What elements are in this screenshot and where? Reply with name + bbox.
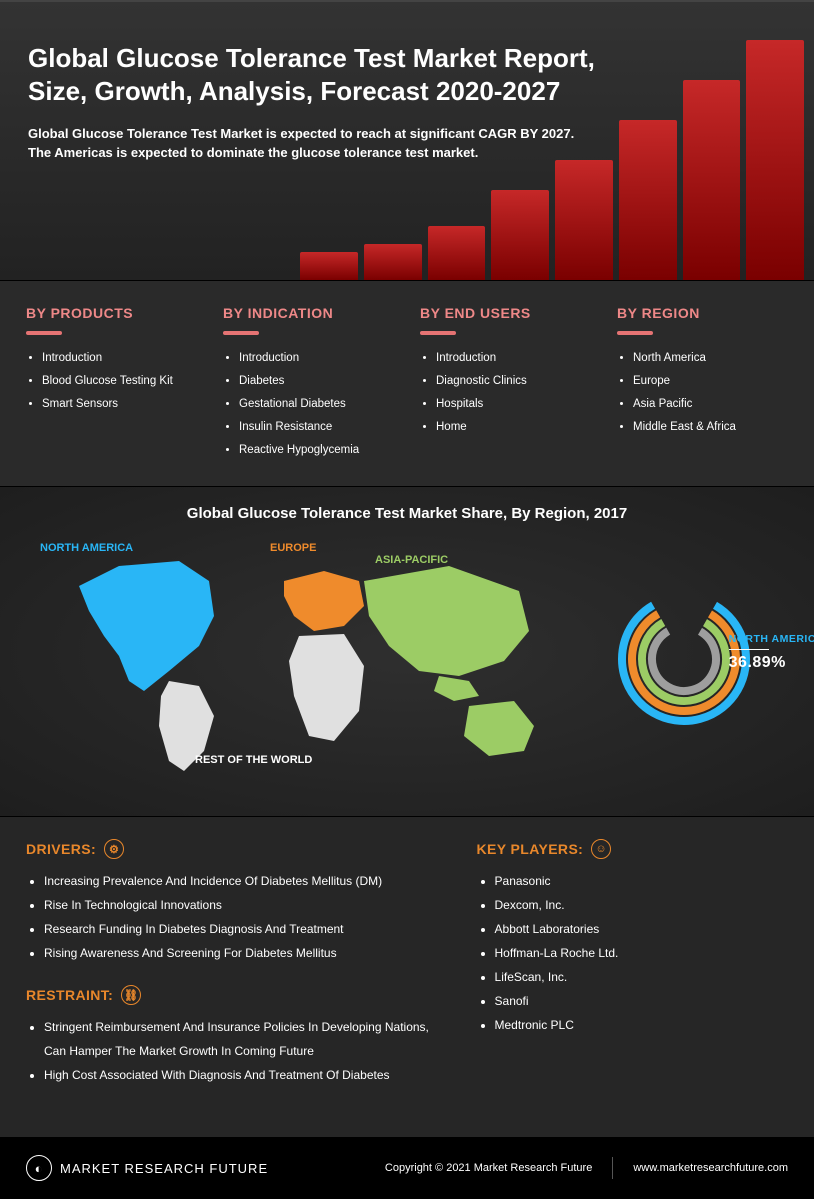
region-australia: [464, 701, 534, 756]
segment-item: Introduction: [436, 347, 591, 370]
infographic-root: Global Glucose Tolerance Test Market Rep…: [0, 0, 814, 1199]
segment-list: North AmericaEuropeAsia PacificMiddle Ea…: [617, 347, 788, 439]
link-icon: ⛓: [121, 985, 141, 1005]
keyplayers-heading: KEY PLAYERS:☺: [477, 839, 788, 859]
driver-item: Increasing Prevalence And Incidence Of D…: [44, 869, 447, 893]
segment-item: Diagnostic Clinics: [436, 370, 591, 393]
keyplayer-item: Dexcom, Inc.: [495, 893, 788, 917]
segmentation-section: BY PRODUCTSIntroductionBlood Glucose Tes…: [0, 280, 814, 486]
segment-column: BY REGION North AmericaEuropeAsia Pacific…: [609, 305, 796, 462]
region-europe: [284, 571, 364, 631]
hero-bar-chart: [0, 20, 814, 280]
hero-bar: [619, 120, 677, 280]
keyplayers-list: PanasonicDexcom, Inc.Abbott Laboratories…: [477, 869, 788, 1037]
segment-column: BY PRODUCTS IntroductionBlood Glucose Tes…: [18, 305, 205, 462]
region-africa: [289, 634, 364, 741]
donut-highlight: NORTH AMERICA 36.89%: [729, 633, 814, 672]
map-label-ap: ASIA-PACIFIC: [375, 554, 448, 566]
segment-list: IntroductionDiabetesGestational Diabetes…: [223, 347, 394, 462]
donut-ring: [627, 601, 742, 716]
segment-title: BY END USERS: [420, 305, 591, 321]
keyplayer-item: Medtronic PLC: [495, 1013, 788, 1037]
analysis-section: DRIVERS:⚙ Increasing Prevalence And Inci…: [0, 816, 814, 1137]
segment-item: North America: [633, 347, 788, 370]
segment-item: Europe: [633, 370, 788, 393]
segment-underline: [26, 331, 62, 335]
restraint-heading: RESTRAINT:⛓: [26, 985, 447, 1005]
segment-underline: [420, 331, 456, 335]
segment-item: Smart Sensors: [42, 393, 197, 416]
segment-item: Gestational Diabetes: [239, 393, 394, 416]
driver-item: Research Funding In Diabetes Diagnosis A…: [44, 917, 447, 941]
drivers-heading: DRIVERS:⚙: [26, 839, 447, 859]
hero-bar: [555, 160, 613, 280]
footer-url: www.marketresearchfuture.com: [633, 1162, 788, 1174]
segment-item: Asia Pacific: [633, 393, 788, 416]
segment-item: Diabetes: [239, 370, 394, 393]
world-map: NORTH AMERICA EUROPE ASIA-PACIFIC REST O…: [20, 536, 598, 786]
keyplayer-item: Sanofi: [495, 989, 788, 1013]
segment-item: Introduction: [239, 347, 394, 370]
region-north-america: [79, 561, 214, 691]
region-asia: [364, 566, 529, 676]
map-section: Global Glucose Tolerance Test Market Sha…: [0, 486, 814, 816]
donut-chart: NORTH AMERICA 36.89%: [614, 589, 794, 734]
keyplayer-item: Hoffman-La Roche Ltd.: [495, 941, 788, 965]
segment-title: BY INDICATION: [223, 305, 394, 321]
segment-item: Home: [436, 416, 591, 439]
segment-underline: [617, 331, 653, 335]
hero-bar: [683, 80, 741, 280]
keyplayer-item: Abbott Laboratories: [495, 917, 788, 941]
people-icon: ☺: [591, 839, 611, 859]
keyplayer-item: Panasonic: [495, 869, 788, 893]
driver-item: Rising Awareness And Screening For Diabe…: [44, 941, 447, 965]
restraint-item: Stringent Reimbursement And Insurance Po…: [44, 1015, 447, 1063]
segment-item: Insulin Resistance: [239, 416, 394, 439]
restraint-item: High Cost Associated With Diagnosis And …: [44, 1063, 447, 1087]
footer: ◐ MARKET RESEARCH FUTURE Copyright © 202…: [0, 1137, 814, 1199]
segment-column: BY INDICATION IntroductionDiabetesGestati…: [215, 305, 402, 462]
copyright-text: Copyright © 2021 Market Research Future: [385, 1162, 592, 1174]
segment-underline: [223, 331, 259, 335]
region-se-asia: [434, 676, 479, 701]
restraints-list: Stringent Reimbursement And Insurance Po…: [26, 1015, 447, 1087]
segment-item: Blood Glucose Testing Kit: [42, 370, 197, 393]
hero-section: Global Glucose Tolerance Test Market Rep…: [0, 0, 814, 280]
hero-bar: [428, 226, 486, 280]
segment-item: Middle East & Africa: [633, 416, 788, 439]
brand-logo: ◐ MARKET RESEARCH FUTURE: [26, 1155, 268, 1181]
map-title: Global Glucose Tolerance Test Market Sha…: [20, 505, 794, 522]
segment-column: BY END USERS IntroductionDiagnostic Clini…: [412, 305, 599, 462]
globe-icon: ◐: [26, 1155, 52, 1181]
driver-item: Rise In Technological Innovations: [44, 893, 447, 917]
hero-bar: [746, 40, 804, 280]
drivers-list: Increasing Prevalence And Incidence Of D…: [26, 869, 447, 965]
segment-list: IntroductionDiagnostic ClinicsHospitalsH…: [420, 347, 591, 439]
hero-bar: [364, 244, 422, 280]
segment-title: BY PRODUCTS: [26, 305, 197, 321]
segment-item: Reactive Hypoglycemia: [239, 439, 394, 462]
keyplayer-item: LifeScan, Inc.: [495, 965, 788, 989]
map-label-eu: EUROPE: [270, 542, 316, 554]
segment-item: Hospitals: [436, 393, 591, 416]
hero-bar: [300, 252, 358, 280]
gear-icon: ⚙: [104, 839, 124, 859]
map-label-row: REST OF THE WORLD: [195, 754, 312, 766]
segment-list: IntroductionBlood Glucose Testing KitSma…: [26, 347, 197, 416]
segment-item: Introduction: [42, 347, 197, 370]
hero-bar: [491, 190, 549, 280]
map-label-na: NORTH AMERICA: [40, 542, 133, 554]
segment-title: BY REGION: [617, 305, 788, 321]
